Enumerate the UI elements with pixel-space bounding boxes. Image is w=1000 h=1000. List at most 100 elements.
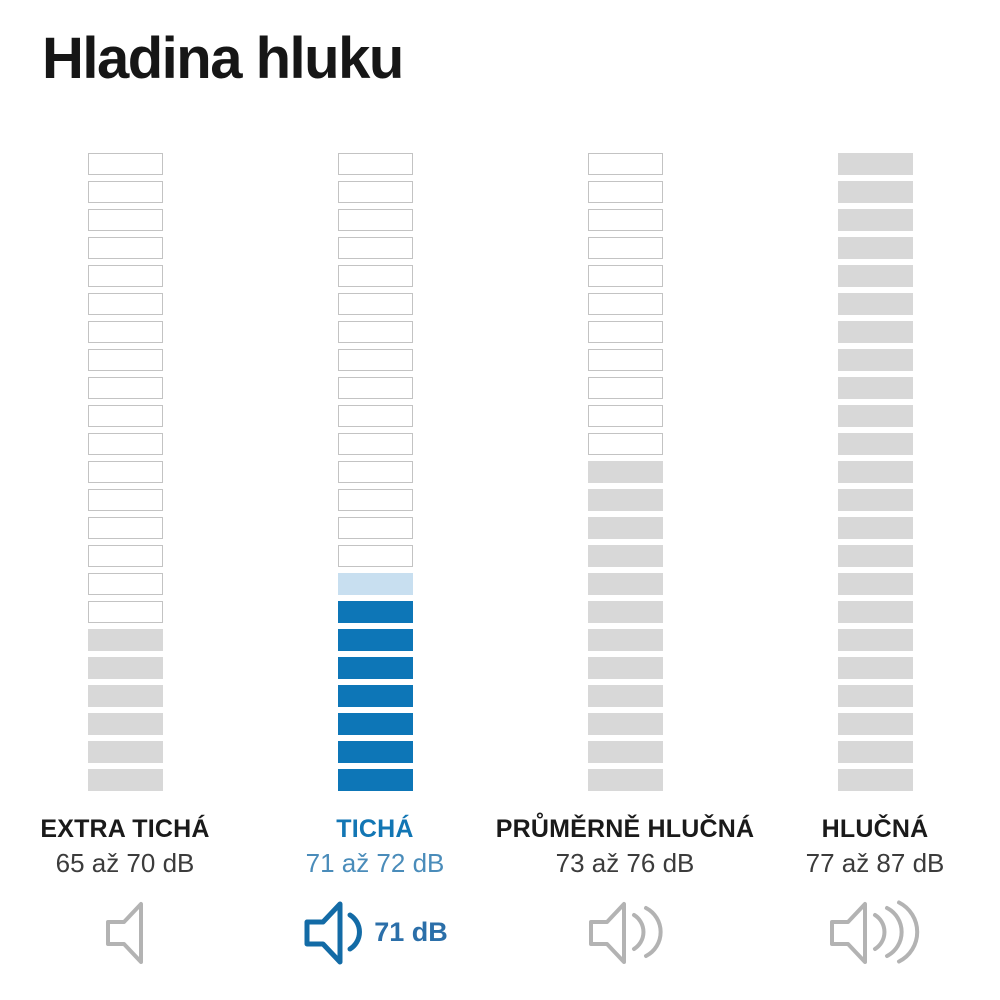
segment-stack-hlucna bbox=[837, 153, 913, 791]
noise-segment bbox=[837, 181, 913, 203]
db-value-badge: 71 dB bbox=[374, 917, 448, 948]
noise-segment bbox=[837, 209, 913, 231]
noise-segment bbox=[87, 433, 163, 455]
category-label: TICHÁ bbox=[336, 815, 414, 843]
noise-segment bbox=[87, 573, 163, 595]
noise-segment bbox=[87, 769, 163, 791]
noise-segment bbox=[337, 657, 413, 679]
noise-segment bbox=[837, 741, 913, 763]
noise-segment bbox=[837, 769, 913, 791]
noise-segment bbox=[837, 461, 913, 483]
noise-segment bbox=[337, 489, 413, 511]
noise-columns: EXTRA TICHÁ 65 až 70 dB TICHÁ 71 až 72 dB 71… bbox=[0, 153, 1000, 967]
noise-segment bbox=[837, 713, 913, 735]
noise-segment bbox=[587, 545, 663, 567]
noise-segment bbox=[587, 629, 663, 651]
speaker-indicator bbox=[827, 899, 923, 967]
noise-segment bbox=[837, 601, 913, 623]
noise-segment bbox=[87, 377, 163, 399]
noise-segment bbox=[337, 349, 413, 371]
noise-segment bbox=[587, 321, 663, 343]
sound-wave-arc bbox=[873, 912, 887, 951]
noise-column-ticha: TICHÁ 71 až 72 dB 71 dB bbox=[250, 153, 500, 967]
noise-segment bbox=[87, 237, 163, 259]
noise-segment bbox=[87, 545, 163, 567]
speaker-icon bbox=[830, 900, 920, 964]
noise-segment bbox=[837, 545, 913, 567]
db-range-label: 65 až 70 dB bbox=[55, 847, 195, 878]
noise-segment bbox=[587, 433, 663, 455]
noise-segment bbox=[87, 601, 163, 623]
noise-segment bbox=[837, 237, 913, 259]
noise-segment bbox=[87, 265, 163, 287]
speaker-body bbox=[106, 901, 143, 964]
noise-segment bbox=[587, 741, 663, 763]
noise-segment bbox=[337, 461, 413, 483]
speaker-body bbox=[304, 901, 343, 965]
noise-segment bbox=[587, 769, 663, 791]
page-title: Hladina hluku bbox=[42, 26, 404, 91]
segment-stack-prumerne-hlucna bbox=[587, 153, 663, 791]
noise-segment bbox=[587, 237, 663, 259]
noise-segment bbox=[837, 433, 913, 455]
noise-segment bbox=[837, 573, 913, 595]
noise-segment bbox=[587, 573, 663, 595]
noise-segment bbox=[587, 265, 663, 287]
noise-segment bbox=[587, 181, 663, 203]
noise-segment bbox=[837, 405, 913, 427]
noise-segment bbox=[587, 405, 663, 427]
noise-segment bbox=[837, 321, 913, 343]
speaker-body bbox=[589, 901, 626, 964]
noise-segment bbox=[837, 489, 913, 511]
noise-segment bbox=[87, 181, 163, 203]
noise-segment bbox=[87, 349, 163, 371]
category-label: EXTRA TICHÁ bbox=[40, 815, 210, 843]
noise-segment bbox=[337, 517, 413, 539]
noise-segment bbox=[87, 461, 163, 483]
noise-segment bbox=[587, 293, 663, 315]
noise-segment bbox=[337, 237, 413, 259]
noise-segment bbox=[87, 293, 163, 315]
noise-segment bbox=[87, 153, 163, 175]
speaker-icon bbox=[304, 901, 363, 965]
sound-wave-arc bbox=[347, 912, 363, 952]
noise-segment bbox=[337, 321, 413, 343]
noise-segment bbox=[87, 209, 163, 231]
noise-segment bbox=[87, 713, 163, 735]
noise-segment bbox=[587, 377, 663, 399]
segment-stack-ticha bbox=[337, 153, 413, 791]
noise-segment bbox=[337, 629, 413, 651]
speaker-body bbox=[830, 901, 867, 964]
noise-segment bbox=[837, 349, 913, 371]
sound-wave-arc bbox=[644, 905, 663, 958]
speaker-indicator: 71 dB bbox=[302, 899, 448, 967]
sound-wave-arc bbox=[897, 900, 920, 964]
noise-segment bbox=[87, 517, 163, 539]
noise-segment bbox=[87, 405, 163, 427]
speaker-indicator bbox=[586, 899, 664, 967]
noise-segment bbox=[337, 377, 413, 399]
sound-wave-arc bbox=[632, 912, 646, 951]
speaker-indicator bbox=[103, 899, 147, 967]
noise-segment bbox=[837, 153, 913, 175]
noise-segment bbox=[837, 293, 913, 315]
noise-segment bbox=[587, 685, 663, 707]
noise-segment bbox=[337, 181, 413, 203]
noise-segment bbox=[337, 405, 413, 427]
noise-segment bbox=[87, 657, 163, 679]
noise-segment bbox=[587, 461, 663, 483]
db-range-label: 77 až 87 dB bbox=[805, 847, 945, 878]
sound-wave-arc bbox=[885, 905, 904, 958]
noise-segment bbox=[337, 433, 413, 455]
noise-segment bbox=[337, 685, 413, 707]
noise-column-prumerne-hlucna: PRŮMĚRNĚ HLUČNÁ 73 až 76 dB bbox=[496, 153, 754, 967]
noise-column-hlucna: HLUČNÁ 77 až 87 dB bbox=[750, 153, 1000, 967]
db-range-label: 73 až 76 dB bbox=[555, 847, 695, 878]
noise-segment bbox=[837, 657, 913, 679]
noise-segment bbox=[87, 741, 163, 763]
noise-segment bbox=[587, 153, 663, 175]
category-label: PRŮMĚRNĚ HLUČNÁ bbox=[495, 815, 755, 843]
noise-segment bbox=[337, 293, 413, 315]
speaker-icon bbox=[589, 901, 663, 964]
